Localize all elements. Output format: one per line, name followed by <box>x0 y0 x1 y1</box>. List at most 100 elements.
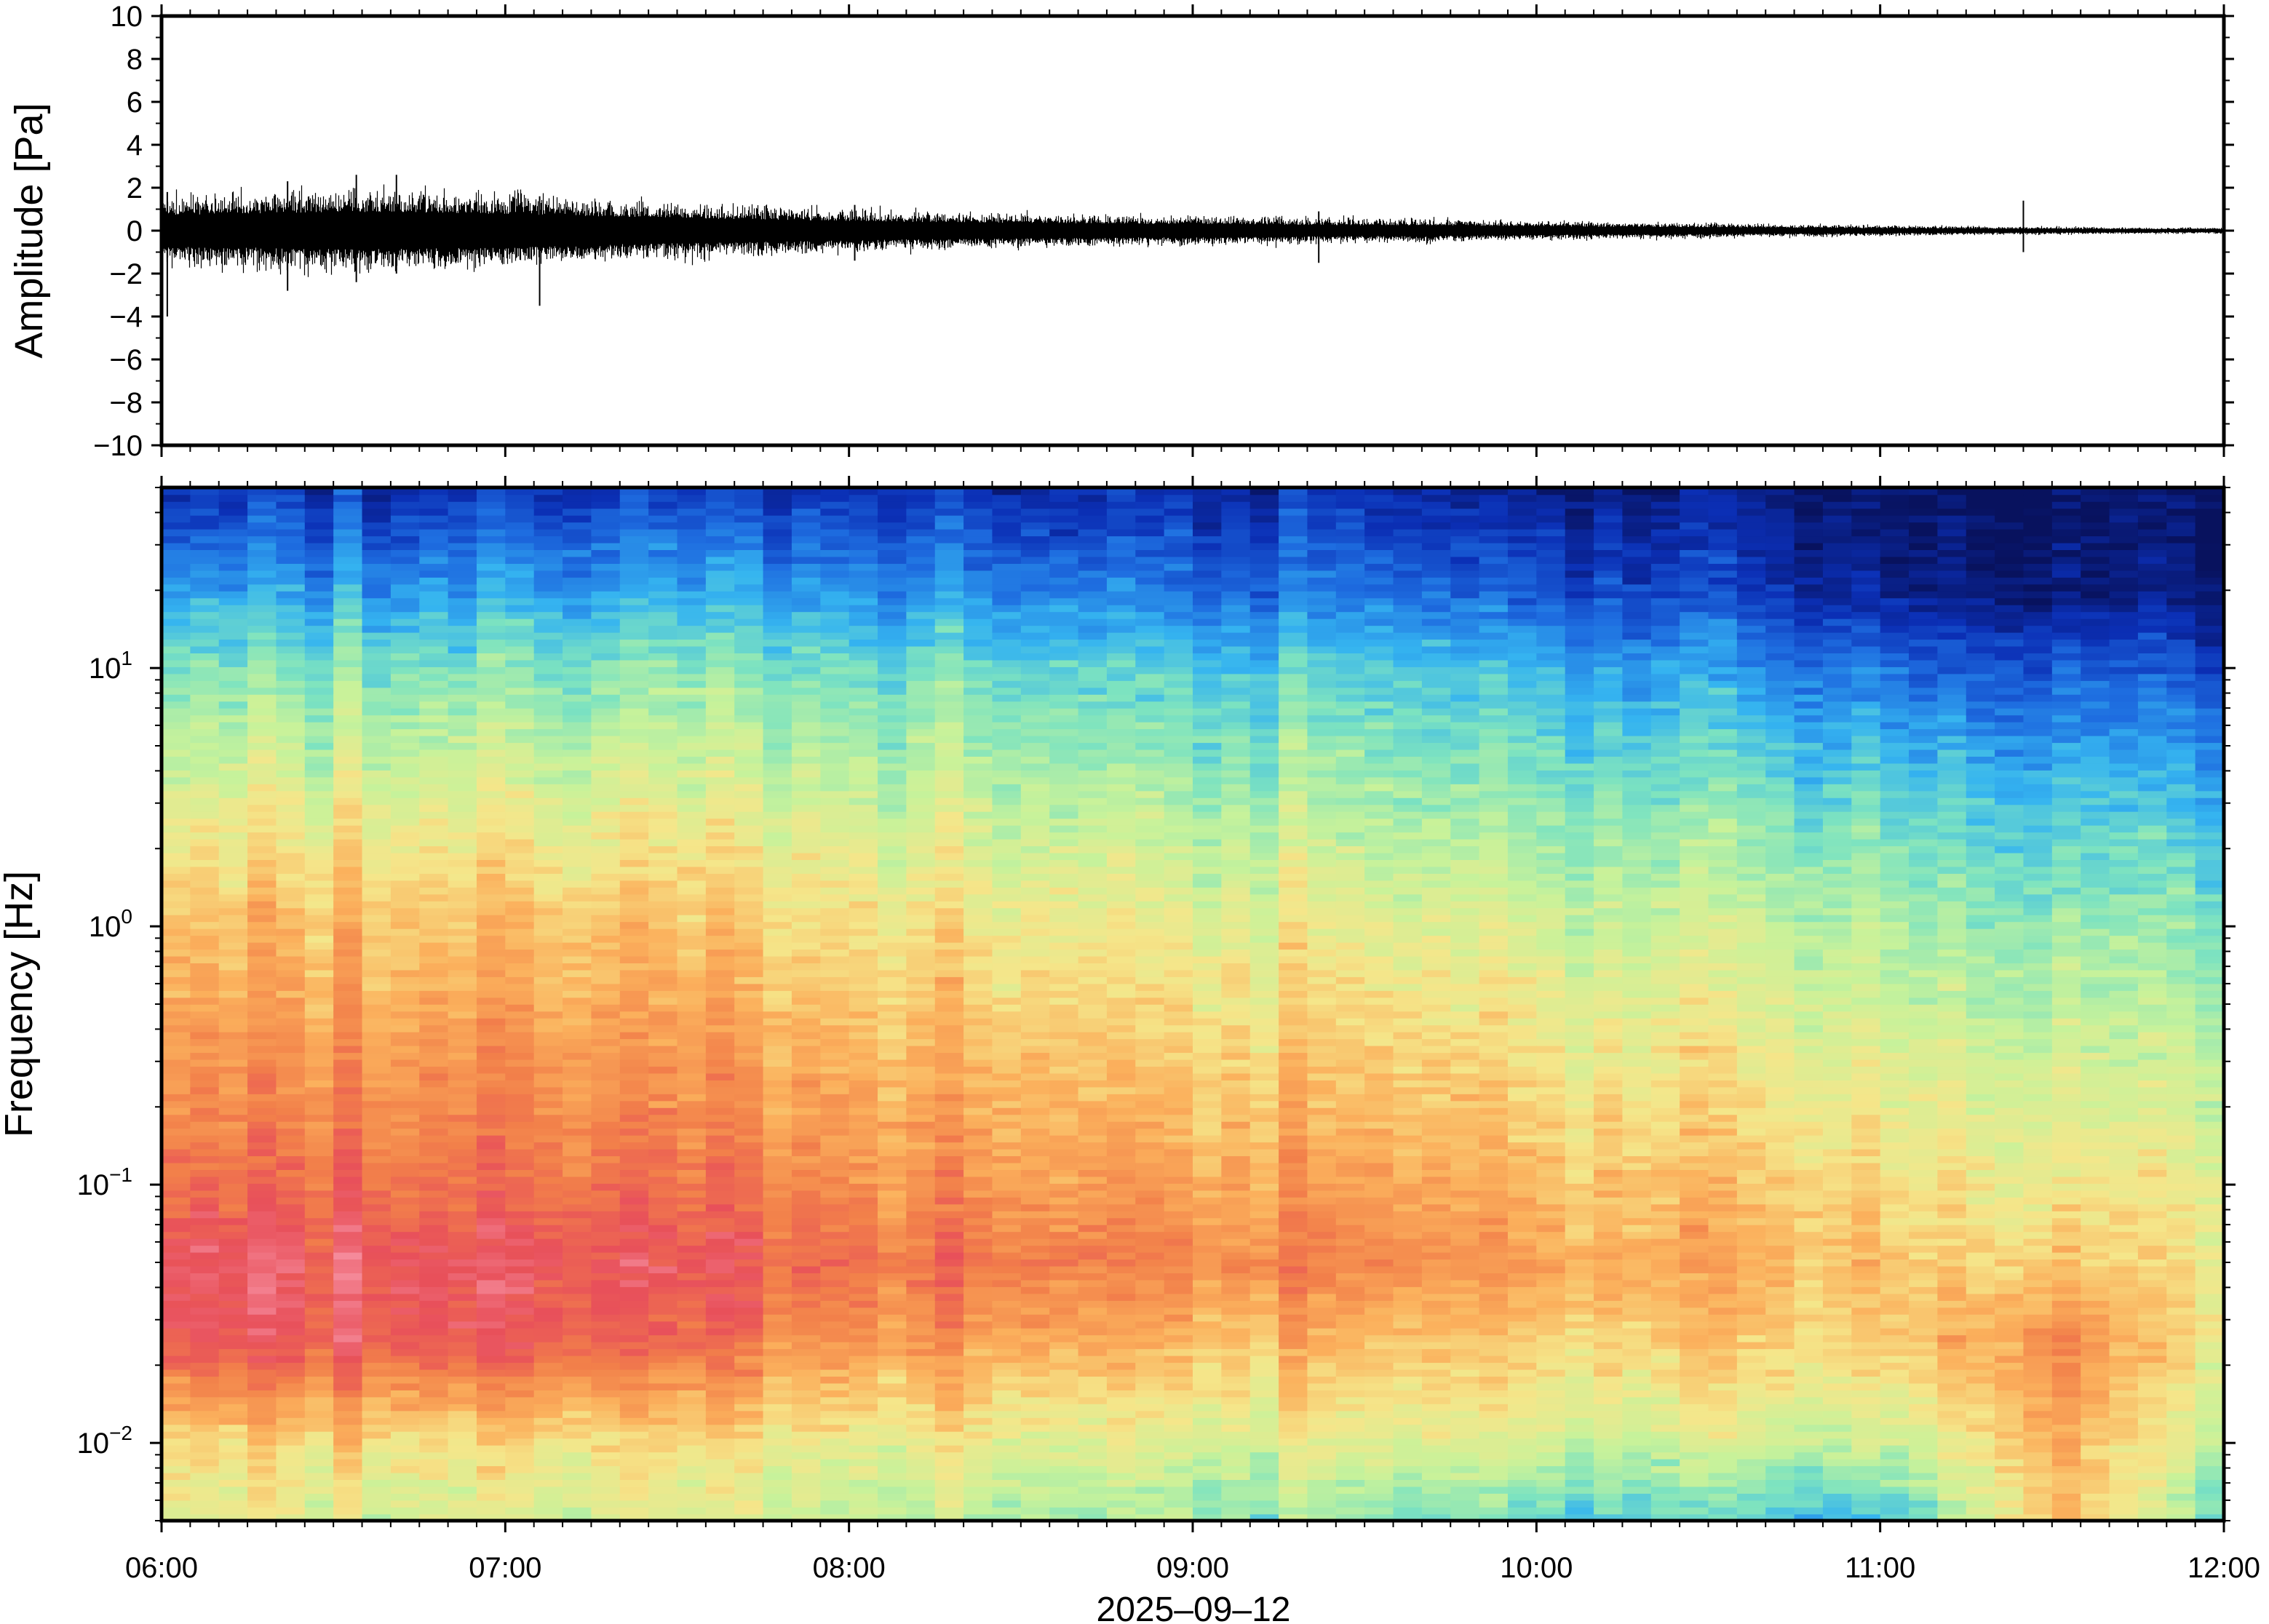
spectrogram-cell <box>276 1334 306 1342</box>
spectrogram-cell <box>162 536 191 544</box>
spectrogram-cell <box>619 1396 649 1404</box>
spectrogram-cell <box>963 1348 993 1356</box>
spectrogram-cell <box>190 1134 220 1143</box>
spectrogram-cell <box>162 1334 191 1342</box>
spectrogram-cell <box>1020 1011 1050 1019</box>
spectrogram-cell <box>333 1142 363 1150</box>
spectrogram-cell <box>992 1259 1022 1267</box>
spectrogram-cell <box>791 639 822 647</box>
spectrogram-cell <box>791 1197 822 1205</box>
spectrogram-cell <box>419 907 449 915</box>
spectrogram-cell <box>763 549 792 557</box>
spectrogram-cell <box>533 632 563 640</box>
spectrogram-cell <box>190 522 220 530</box>
spectrogram-cell <box>734 597 764 605</box>
spectrogram-cell <box>934 1217 964 1225</box>
spectrogram-cell <box>419 1031 449 1040</box>
spectrogram-cell <box>619 811 649 819</box>
spectrogram-cell <box>218 570 248 578</box>
spectrogram-cell <box>448 494 477 502</box>
spectrogram-cell <box>390 1300 421 1308</box>
spectrogram-cell <box>333 921 363 929</box>
spectrogram-cell <box>1049 1038 1079 1046</box>
spectrogram-cell <box>591 549 621 557</box>
spectrogram-cell <box>878 1507 907 1515</box>
spectrogram-cell <box>533 1238 563 1246</box>
spectrogram-cell <box>390 542 421 550</box>
spectrogram-cell <box>677 591 707 599</box>
spectrogram-cell <box>1020 1382 1050 1390</box>
spectrogram-cell <box>304 866 334 874</box>
spectrogram-cell <box>563 1458 592 1467</box>
spectrogram-cell <box>734 824 764 833</box>
spectrogram-cell <box>247 1444 277 1453</box>
spectrogram-cell <box>734 494 764 502</box>
spectrogram-cell <box>934 707 964 716</box>
spectrogram-cell <box>648 818 678 826</box>
spectrogram-cell <box>1020 611 1050 619</box>
spectrogram-cell <box>276 563 306 571</box>
spectrogram-cell <box>1020 928 1050 936</box>
spectrogram-cell <box>648 707 678 716</box>
spectrogram-cell <box>533 1231 563 1239</box>
spectrogram-cell <box>362 1004 392 1012</box>
spectrogram-cell <box>820 1231 850 1239</box>
spectrogram-cell <box>448 542 477 550</box>
spectrogram-cell <box>1020 659 1050 667</box>
spectrogram-cell <box>333 1251 363 1260</box>
spectrogram-cell <box>677 914 707 923</box>
spectrogram-cell <box>247 494 277 502</box>
spectrogram-cell <box>1049 935 1079 943</box>
spectrogram-cell <box>878 1307 907 1315</box>
spectrogram-cell <box>448 1183 477 1191</box>
spectrogram-cell <box>878 1169 907 1177</box>
spectrogram-cell <box>963 1017 993 1026</box>
spectrogram-cell <box>304 1224 334 1233</box>
spectrogram-cell <box>763 1500 792 1508</box>
spectrogram-cell <box>1049 1273 1079 1281</box>
spectrogram-cell <box>763 632 792 640</box>
spectrogram-cell <box>591 859 621 867</box>
spectrogram-cell <box>448 1279 477 1287</box>
spectrogram-cell <box>619 1265 649 1273</box>
spectrogram-cell <box>276 735 306 744</box>
spectrogram-cell <box>820 1341 850 1350</box>
spectrogram-cell <box>934 1341 964 1350</box>
spectrogram-cell <box>734 921 764 929</box>
spectrogram-cell <box>476 873 506 881</box>
spectrogram-cell <box>677 1424 707 1432</box>
spectrogram-cell <box>878 1080 907 1088</box>
spectrogram-cell <box>878 549 907 557</box>
spectrogram-cell <box>648 1334 678 1342</box>
spectrogram-cell <box>591 680 621 688</box>
spectrogram-cell <box>247 1348 277 1356</box>
spectrogram-cell <box>934 797 964 805</box>
spectrogram-cell <box>218 1327 248 1336</box>
spectrogram-cell <box>677 1251 707 1260</box>
spectrogram-cell <box>963 1314 993 1322</box>
spectrogram-cell <box>992 694 1022 702</box>
spectrogram-cell <box>1020 887 1050 895</box>
spectrogram-cell <box>162 694 191 702</box>
spectrogram-cell <box>390 1369 421 1377</box>
spectrogram-cell <box>162 487 191 495</box>
spectrogram-cell <box>419 763 449 771</box>
spectrogram-cell <box>304 907 334 915</box>
spectrogram-cell <box>791 1273 822 1281</box>
spectrogram-cell <box>591 1286 621 1294</box>
spectrogram-cell <box>591 983 621 991</box>
spectrogram-cell <box>934 749 964 757</box>
spectrogram-cell <box>563 645 592 653</box>
spectrogram-cell <box>162 1052 191 1060</box>
spectrogram-cell <box>963 1114 993 1122</box>
spectrogram-cell <box>563 1500 592 1508</box>
spectrogram-cell <box>448 666 477 674</box>
spectrogram-cell <box>448 625 477 633</box>
spectrogram-cell <box>390 1341 421 1350</box>
spectrogram-cell <box>849 1376 878 1384</box>
spectrogram-cell <box>247 749 277 757</box>
spectrogram-cell <box>591 1300 621 1308</box>
spectrogram-cell <box>448 570 477 578</box>
spectrogram-cell <box>878 893 907 901</box>
spectrogram-cell <box>563 508 592 516</box>
